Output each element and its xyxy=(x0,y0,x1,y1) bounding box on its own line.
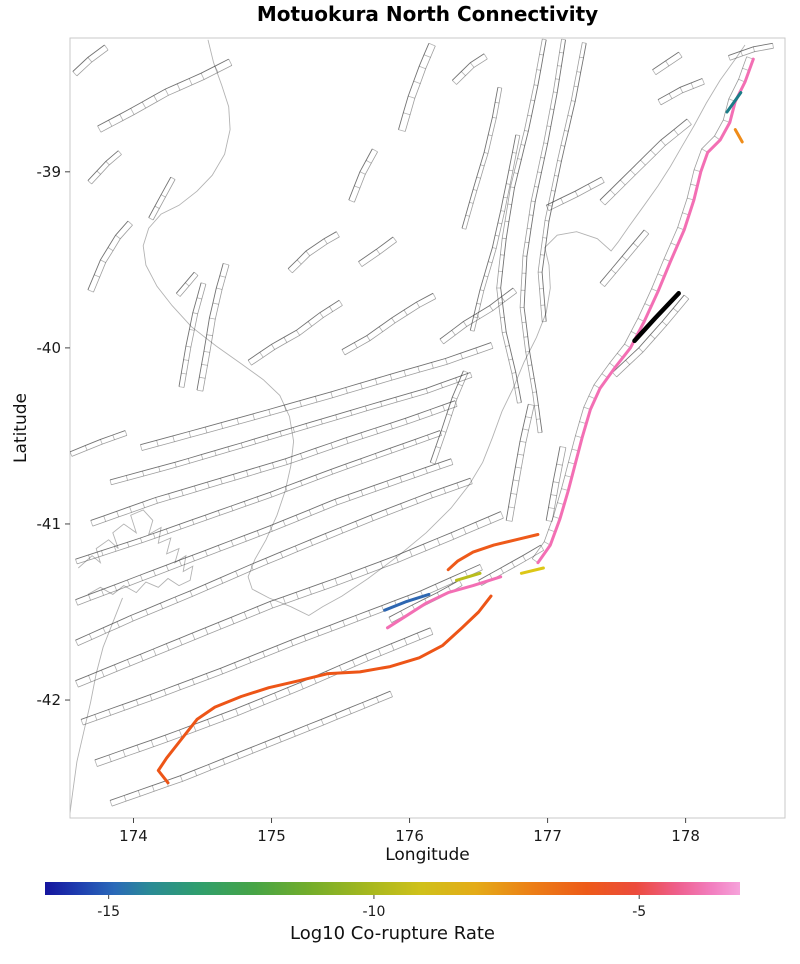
fault-trace xyxy=(612,294,690,378)
highlighted-faults xyxy=(156,57,755,785)
fault-trace xyxy=(358,236,397,267)
colorbar-gradient xyxy=(45,882,740,895)
fault-trace xyxy=(652,51,683,76)
fault-trace xyxy=(140,342,494,451)
tick-label: -5 xyxy=(632,904,646,920)
fault-trace xyxy=(247,299,343,366)
tick-label: 176 xyxy=(395,827,424,845)
fault-trace xyxy=(70,430,128,457)
fault-trace xyxy=(341,292,437,356)
fault-trace xyxy=(196,263,230,392)
fault-trace xyxy=(451,53,488,85)
tick-label: -40 xyxy=(37,339,62,357)
tick-label: -15 xyxy=(97,904,120,920)
rupture-blue-segment xyxy=(383,592,431,612)
fault-trace xyxy=(398,42,436,132)
fault-trace xyxy=(109,372,473,486)
fault-trace xyxy=(287,231,340,274)
tick-label: -41 xyxy=(37,515,62,533)
fault-trace xyxy=(599,229,650,287)
rupture-olive-segment xyxy=(455,571,482,582)
tick-label: -10 xyxy=(362,904,385,920)
fault-trace xyxy=(75,430,442,565)
fault-trace xyxy=(87,220,133,293)
rupture-lower-pink xyxy=(386,575,503,630)
fault-trace xyxy=(94,627,434,767)
fault-trace xyxy=(728,42,774,61)
fault-trace xyxy=(87,150,122,185)
rupture-south-orange xyxy=(156,594,493,785)
fault-trace xyxy=(175,271,199,297)
fault-trace xyxy=(461,86,503,230)
fault-trace xyxy=(97,58,233,133)
fault-trace xyxy=(545,446,567,522)
chart-title: Motuokura North Connectivity xyxy=(256,2,599,26)
fault-trace xyxy=(75,477,473,646)
rupture-source-fault-black xyxy=(632,291,681,344)
fault-trace xyxy=(148,176,176,221)
rupture-east-coast-pink xyxy=(536,57,755,565)
fault-trace xyxy=(505,403,535,522)
fault-trace xyxy=(348,148,378,203)
tick-label: -39 xyxy=(37,163,62,181)
coastline xyxy=(142,39,746,617)
tick-label: 175 xyxy=(257,827,286,845)
rupture-orange-north xyxy=(733,128,744,144)
fault-trace xyxy=(657,78,705,106)
coastline xyxy=(70,597,123,813)
fault-trace xyxy=(90,400,458,527)
fault-trace xyxy=(75,458,454,606)
rupture-yellow-segment xyxy=(519,566,545,575)
axis-ticks: 174 175 176 177 178 -39 -40 -41 -42 xyxy=(37,163,700,845)
x-axis-label: Longitude xyxy=(385,845,470,865)
fault-trace xyxy=(599,118,692,206)
tick-label: -42 xyxy=(37,691,62,709)
colorbar: -15 -10 -5 xyxy=(45,882,740,920)
tick-label: 177 xyxy=(533,827,562,845)
rupture-inner-arc-orange xyxy=(446,533,540,572)
fault-trace xyxy=(519,38,566,434)
fault-trace xyxy=(75,511,504,688)
plot-contents xyxy=(70,38,774,813)
background-faults xyxy=(70,38,774,807)
fault-trace xyxy=(545,176,605,212)
tick-label: 174 xyxy=(119,827,148,845)
rupture-teal-segment xyxy=(725,91,743,114)
colorbar-label: Log10 Co-rupture Rate xyxy=(290,923,495,944)
fault-trace xyxy=(72,44,109,77)
tick-label: 178 xyxy=(671,827,700,845)
fault-trace xyxy=(439,287,518,345)
fault-trace xyxy=(178,282,207,388)
y-axis-label: Latitude xyxy=(11,393,31,463)
fault-trace xyxy=(496,38,547,404)
fault-trace xyxy=(537,42,587,323)
plot-frame xyxy=(69,37,786,819)
fault-trace xyxy=(469,134,521,332)
fault-trace xyxy=(429,370,469,465)
